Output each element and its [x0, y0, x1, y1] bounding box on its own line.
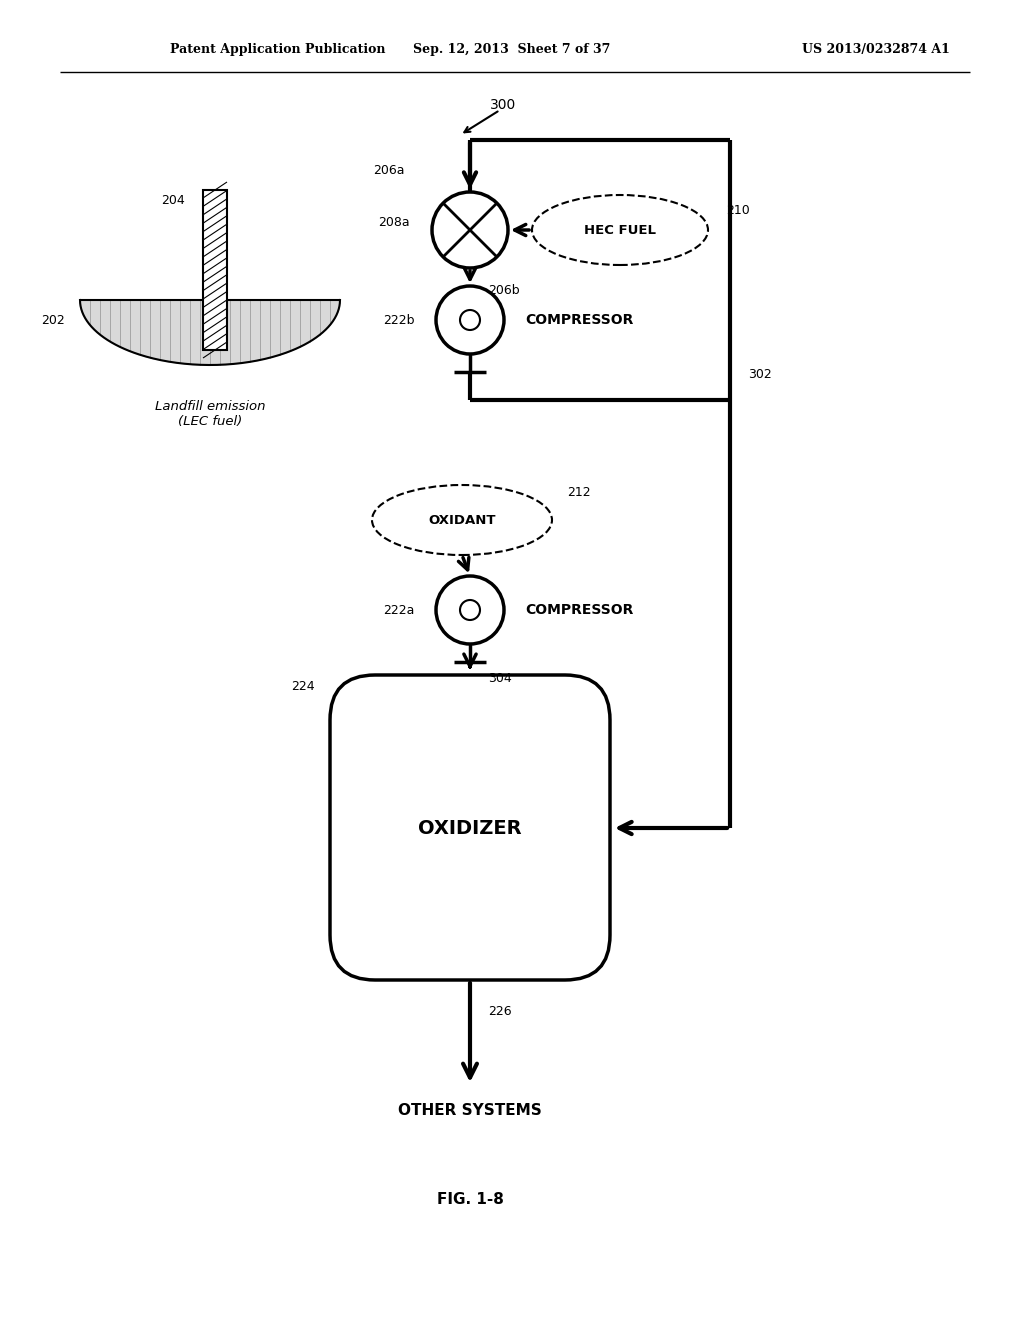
Text: HEC FUEL: HEC FUEL — [584, 223, 656, 236]
Circle shape — [436, 286, 504, 354]
Text: OTHER SYSTEMS: OTHER SYSTEMS — [398, 1104, 542, 1118]
Text: 224: 224 — [292, 680, 315, 693]
Text: 206b: 206b — [488, 284, 519, 297]
Text: 212: 212 — [567, 486, 591, 499]
Text: 222a: 222a — [384, 603, 415, 616]
Text: 206a: 206a — [374, 164, 406, 177]
Text: FIG. 1-8: FIG. 1-8 — [436, 1192, 504, 1208]
Polygon shape — [203, 190, 227, 350]
Text: OXIDIZER: OXIDIZER — [418, 818, 522, 837]
Circle shape — [460, 310, 480, 330]
Text: 222b: 222b — [384, 314, 415, 326]
Text: 300: 300 — [490, 98, 516, 112]
Text: US 2013/0232874 A1: US 2013/0232874 A1 — [802, 44, 950, 57]
Text: 202: 202 — [41, 314, 65, 326]
Text: 208a: 208a — [379, 215, 410, 228]
Text: OXIDANT: OXIDANT — [428, 513, 496, 527]
Text: 304: 304 — [488, 672, 512, 685]
Text: 210: 210 — [726, 203, 750, 216]
Text: Landfill emission
(LEC fuel): Landfill emission (LEC fuel) — [155, 400, 265, 428]
Text: Sep. 12, 2013  Sheet 7 of 37: Sep. 12, 2013 Sheet 7 of 37 — [414, 44, 610, 57]
Polygon shape — [80, 300, 340, 366]
Circle shape — [436, 576, 504, 644]
Circle shape — [460, 601, 480, 620]
Circle shape — [432, 191, 508, 268]
Text: COMPRESSOR: COMPRESSOR — [525, 313, 634, 327]
Text: Patent Application Publication: Patent Application Publication — [170, 44, 385, 57]
Text: 302: 302 — [748, 368, 772, 381]
Text: 204: 204 — [161, 194, 185, 206]
Text: 226: 226 — [488, 1005, 512, 1018]
Text: COMPRESSOR: COMPRESSOR — [525, 603, 634, 616]
